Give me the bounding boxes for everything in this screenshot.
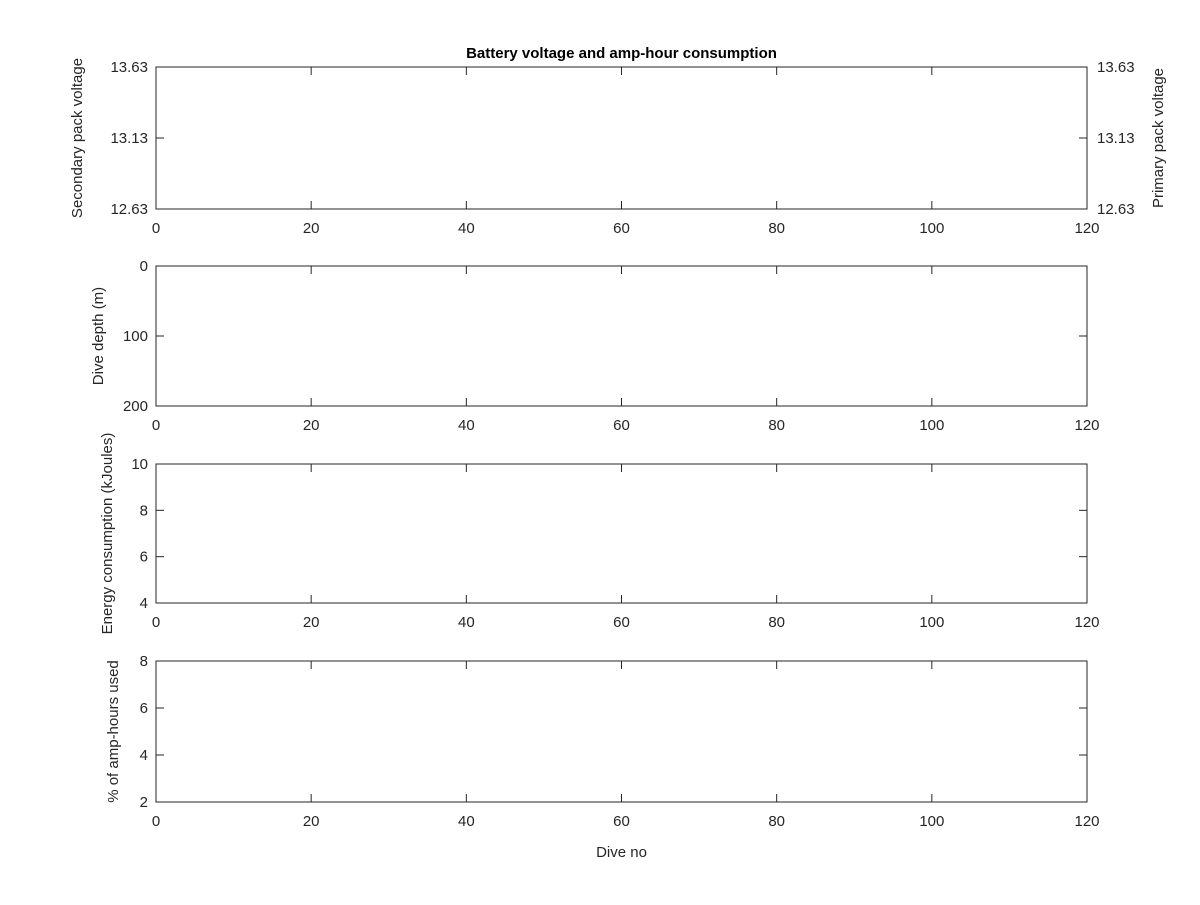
x-tick-label: 60	[613, 614, 630, 631]
panel-4: 0 20 40 60 80 100 120 2 4 6 8 % of amp-hours used Di…	[105, 653, 1100, 861]
y-axis-label: Secondary pack voltage	[69, 58, 86, 218]
y-tick-label: 12.63	[110, 201, 148, 218]
panel-2: 0 20 40 60 80 100 120 0 100 200 Dive depth (m)	[90, 258, 1100, 434]
y-axis-label: Energy consumption (kJoules)	[99, 433, 116, 635]
x-tick-label: 120	[1074, 813, 1099, 830]
x-tick-label: 60	[613, 813, 630, 830]
y-tick-label: 200	[123, 398, 148, 415]
x-tick-label: 0	[152, 614, 160, 631]
x-tick-label: 120	[1074, 614, 1099, 631]
y-right-axis-label: Primary pack voltage	[1150, 68, 1167, 208]
x-tick-label: 80	[768, 220, 785, 237]
chart-title: Battery voltage and amp-hour consumption	[466, 45, 777, 62]
x-tick-label: 20	[303, 813, 320, 830]
y-tick-label: 4	[140, 595, 148, 612]
y-tick-label: 10	[131, 456, 148, 473]
x-tick-label: 100	[919, 220, 944, 237]
x-tick-label: 40	[458, 614, 475, 631]
x-tick-label: 120	[1074, 220, 1099, 237]
y-tick-label: 13.63	[110, 59, 148, 76]
x-tick-label: 0	[152, 220, 160, 237]
x-tick-label: 120	[1074, 417, 1099, 434]
x-tick-label: 40	[458, 220, 475, 237]
x-tick-label: 20	[303, 220, 320, 237]
x-tick-label: 100	[919, 417, 944, 434]
y-tick-label: 13.13	[110, 130, 148, 147]
x-tick-label: 20	[303, 614, 320, 631]
y-tick-label: 8	[140, 653, 148, 670]
x-tick-label: 80	[768, 813, 785, 830]
panel-1: 0 20 40 60 80 100 120 12.63 13.13 13.63 12.63 13.13…	[69, 45, 1167, 237]
y-axis-label: Dive depth (m)	[90, 287, 107, 385]
y-right-tick-label: 12.63	[1097, 201, 1135, 218]
x-tick-label: 40	[458, 813, 475, 830]
axes-frame	[155, 66, 1088, 210]
y-axis-label: % of amp-hours used	[105, 660, 122, 803]
y-tick-label: 6	[140, 549, 148, 566]
panel-3: 0 20 40 60 80 100 120 4 6 8 10 Energy consumption (…	[99, 433, 1100, 635]
axes-frame	[155, 265, 1088, 407]
x-tick-label: 60	[613, 417, 630, 434]
x-tick-label: 100	[919, 614, 944, 631]
y-tick-label: 100	[123, 328, 148, 345]
x-tick-label: 60	[613, 220, 630, 237]
x-axis-label: Dive no	[596, 844, 647, 861]
x-tick-label: 80	[768, 417, 785, 434]
y-tick-label: 8	[140, 502, 148, 519]
y-right-tick-label: 13.13	[1097, 130, 1135, 147]
x-tick-label: 40	[458, 417, 475, 434]
y-tick-label: 0	[140, 258, 148, 275]
x-tick-label: 0	[152, 417, 160, 434]
x-tick-label: 100	[919, 813, 944, 830]
y-tick-label: 2	[140, 794, 148, 811]
x-tick-label: 0	[152, 813, 160, 830]
x-tick-label: 20	[303, 417, 320, 434]
y-tick-label: 4	[140, 747, 148, 764]
x-tick-label: 80	[768, 614, 785, 631]
y-tick-label: 6	[140, 700, 148, 717]
y-right-tick-label: 13.63	[1097, 59, 1135, 76]
axes-frame	[155, 463, 1088, 604]
axes-frame	[155, 660, 1088, 803]
